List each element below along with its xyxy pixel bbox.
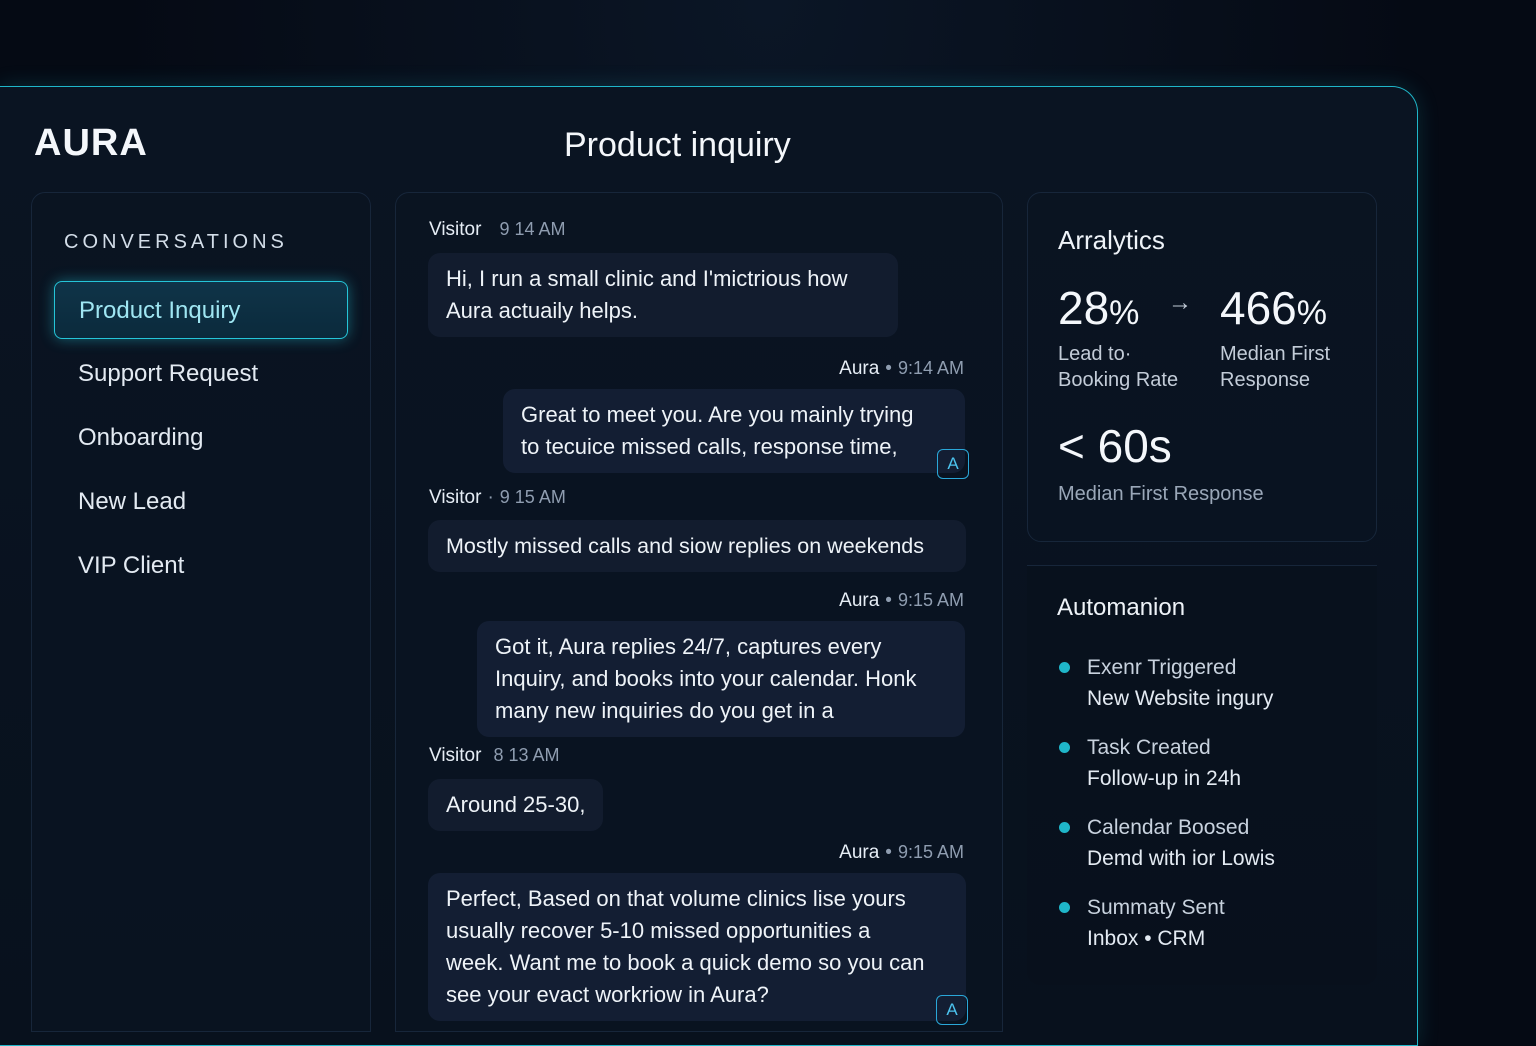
sender-name: Visitor	[429, 219, 482, 240]
automation-title: Automanion	[1057, 594, 1186, 621]
automation-label: Summaty Sent	[1087, 896, 1225, 919]
message-bubble: Great to meet you. Are you mainly trying…	[503, 389, 965, 473]
message-meta: Visitor 8 13 AM	[429, 745, 560, 767]
message-aura: Great to meet you. Are you mainly trying…	[503, 389, 969, 479]
message-meta: Visitor 9 14 AM	[429, 219, 566, 241]
automation-detail: Demd with ior Lowis	[1087, 847, 1275, 870]
message-bubble: Mostly missed calls and siow replies on …	[428, 520, 966, 572]
status-dot-icon	[1059, 662, 1070, 673]
stat-number: 28	[1058, 282, 1110, 334]
status-dot-icon	[1059, 742, 1070, 753]
sidebar-item-support-request[interactable]: Support Request	[78, 360, 259, 387]
stat-label-line: Response	[1220, 369, 1311, 391]
stat-unit: %	[1109, 294, 1140, 332]
analytics-title: Arralytics	[1058, 225, 1165, 255]
stat-lead-booking-value: 28%	[1058, 281, 1139, 335]
message-visitor: Hi, I run a small clinic and I'mictrious…	[428, 253, 898, 337]
aura-avatar-icon: A	[936, 995, 968, 1025]
message-bubble: Got it, Aura replies 24/7, captures ever…	[477, 621, 965, 737]
stat-lead-booking-label: Lead to· Booking Rate	[1058, 341, 1178, 393]
page-title: Product inquiry	[564, 126, 791, 164]
timestamp: 9 15 AM	[499, 487, 566, 507]
message-bubble: Around 25-30,	[428, 779, 604, 831]
message-meta: Visitor · 9 15 AM	[429, 487, 566, 508]
sender-name: Aura	[839, 842, 880, 863]
timestamp: 9:15 AM	[897, 590, 964, 610]
automation-item: Exenr Triggered New Website ingury	[1057, 652, 1357, 714]
automation-detail: Follow-up in 24h	[1087, 767, 1242, 790]
sender-name: Visitor	[429, 745, 482, 766]
sidebar-item-onboarding[interactable]: Onboarding	[78, 424, 204, 451]
message-visitor: Around 25-30,	[428, 779, 604, 831]
stat-label-line: Booking Rate	[1058, 369, 1179, 391]
automation-detail: Inbox • CRM	[1087, 927, 1206, 950]
sidebar-heading: CONVERSATIONS	[64, 231, 288, 253]
sidebar-item-product-inquiry[interactable]: Product Inquiry	[54, 281, 348, 339]
aura-avatar-icon: A	[937, 449, 969, 479]
timestamp: 8 13 AM	[493, 745, 560, 765]
automation-label: Task Created	[1087, 736, 1211, 759]
automation-label: Exenr Triggered	[1087, 656, 1237, 679]
message-aura: Perfect, Based on that volume clinics li…	[428, 873, 968, 1025]
stat-label-line: Median First	[1220, 343, 1331, 365]
stat-response-time-label: Median First Response	[1058, 483, 1264, 505]
automation-label: Calendar Boosed	[1087, 816, 1250, 839]
sender-name: Aura	[839, 590, 880, 611]
analytics-panel: Arralytics 28% → 466% Lead to· Booking R…	[1027, 192, 1377, 542]
arrow-right-icon: →	[1168, 289, 1192, 316]
timestamp: 9:15 AM	[897, 842, 964, 862]
automation-item: Calendar Boosed Demd with ior Lowis	[1057, 812, 1357, 874]
conversations-sidebar: CONVERSATIONS Product Inquiry Support Re…	[31, 192, 371, 1032]
stat-median-response-value: 466%	[1220, 281, 1327, 335]
message-visitor: Mostly missed calls and siow replies on …	[428, 520, 966, 572]
stat-median-response-label: Median First Response	[1220, 341, 1330, 393]
message-meta: Aura • 9:14 AM	[839, 358, 964, 379]
message-meta: Aura • 9:15 AM	[839, 590, 964, 611]
message-bubble: Perfect, Based on that volume clinics li…	[428, 873, 966, 1021]
message-meta: Aura • 9:15 AM	[839, 842, 964, 863]
stat-number: 466	[1220, 282, 1297, 334]
sender-name: Visitor	[429, 487, 482, 508]
message-text: Perfect, Based on that volume clinics li…	[446, 886, 925, 1007]
automation-item: Summaty Sent Inbox • CRM	[1057, 892, 1357, 954]
sender-name: Aura	[839, 358, 880, 379]
chat-thread: Visitor 9 14 AM Hi, I run a small clinic …	[395, 192, 1003, 1032]
automation-item: Task Created Follow-up in 24h	[1057, 732, 1357, 794]
status-dot-icon	[1059, 822, 1070, 833]
automation-detail: New Website ingury	[1087, 687, 1274, 710]
message-text: Great to meet you. Are you mainly trying…	[521, 402, 914, 459]
sidebar-item-new-lead[interactable]: New Lead	[78, 488, 187, 515]
timestamp: 9:14 AM	[897, 358, 964, 378]
message-aura: Got it, Aura replies 24/7, captures ever…	[477, 621, 965, 737]
stat-label-line: Lead to·	[1058, 343, 1132, 365]
timestamp: 9 14 AM	[499, 219, 566, 239]
message-bubble: Hi, I run a small clinic and I'mictrious…	[428, 253, 898, 337]
status-dot-icon	[1059, 902, 1070, 913]
brand-logo: AURA	[34, 122, 148, 164]
stat-response-time-value: < 60s	[1058, 420, 1172, 472]
stat-unit: %	[1296, 294, 1327, 332]
automation-panel: Automanion Exenr Triggered New Website i…	[1027, 565, 1377, 985]
conversation-list: Product Inquiry Support Request Onboardi…	[54, 281, 348, 601]
sidebar-item-vip-client[interactable]: VIP Client	[78, 552, 185, 579]
